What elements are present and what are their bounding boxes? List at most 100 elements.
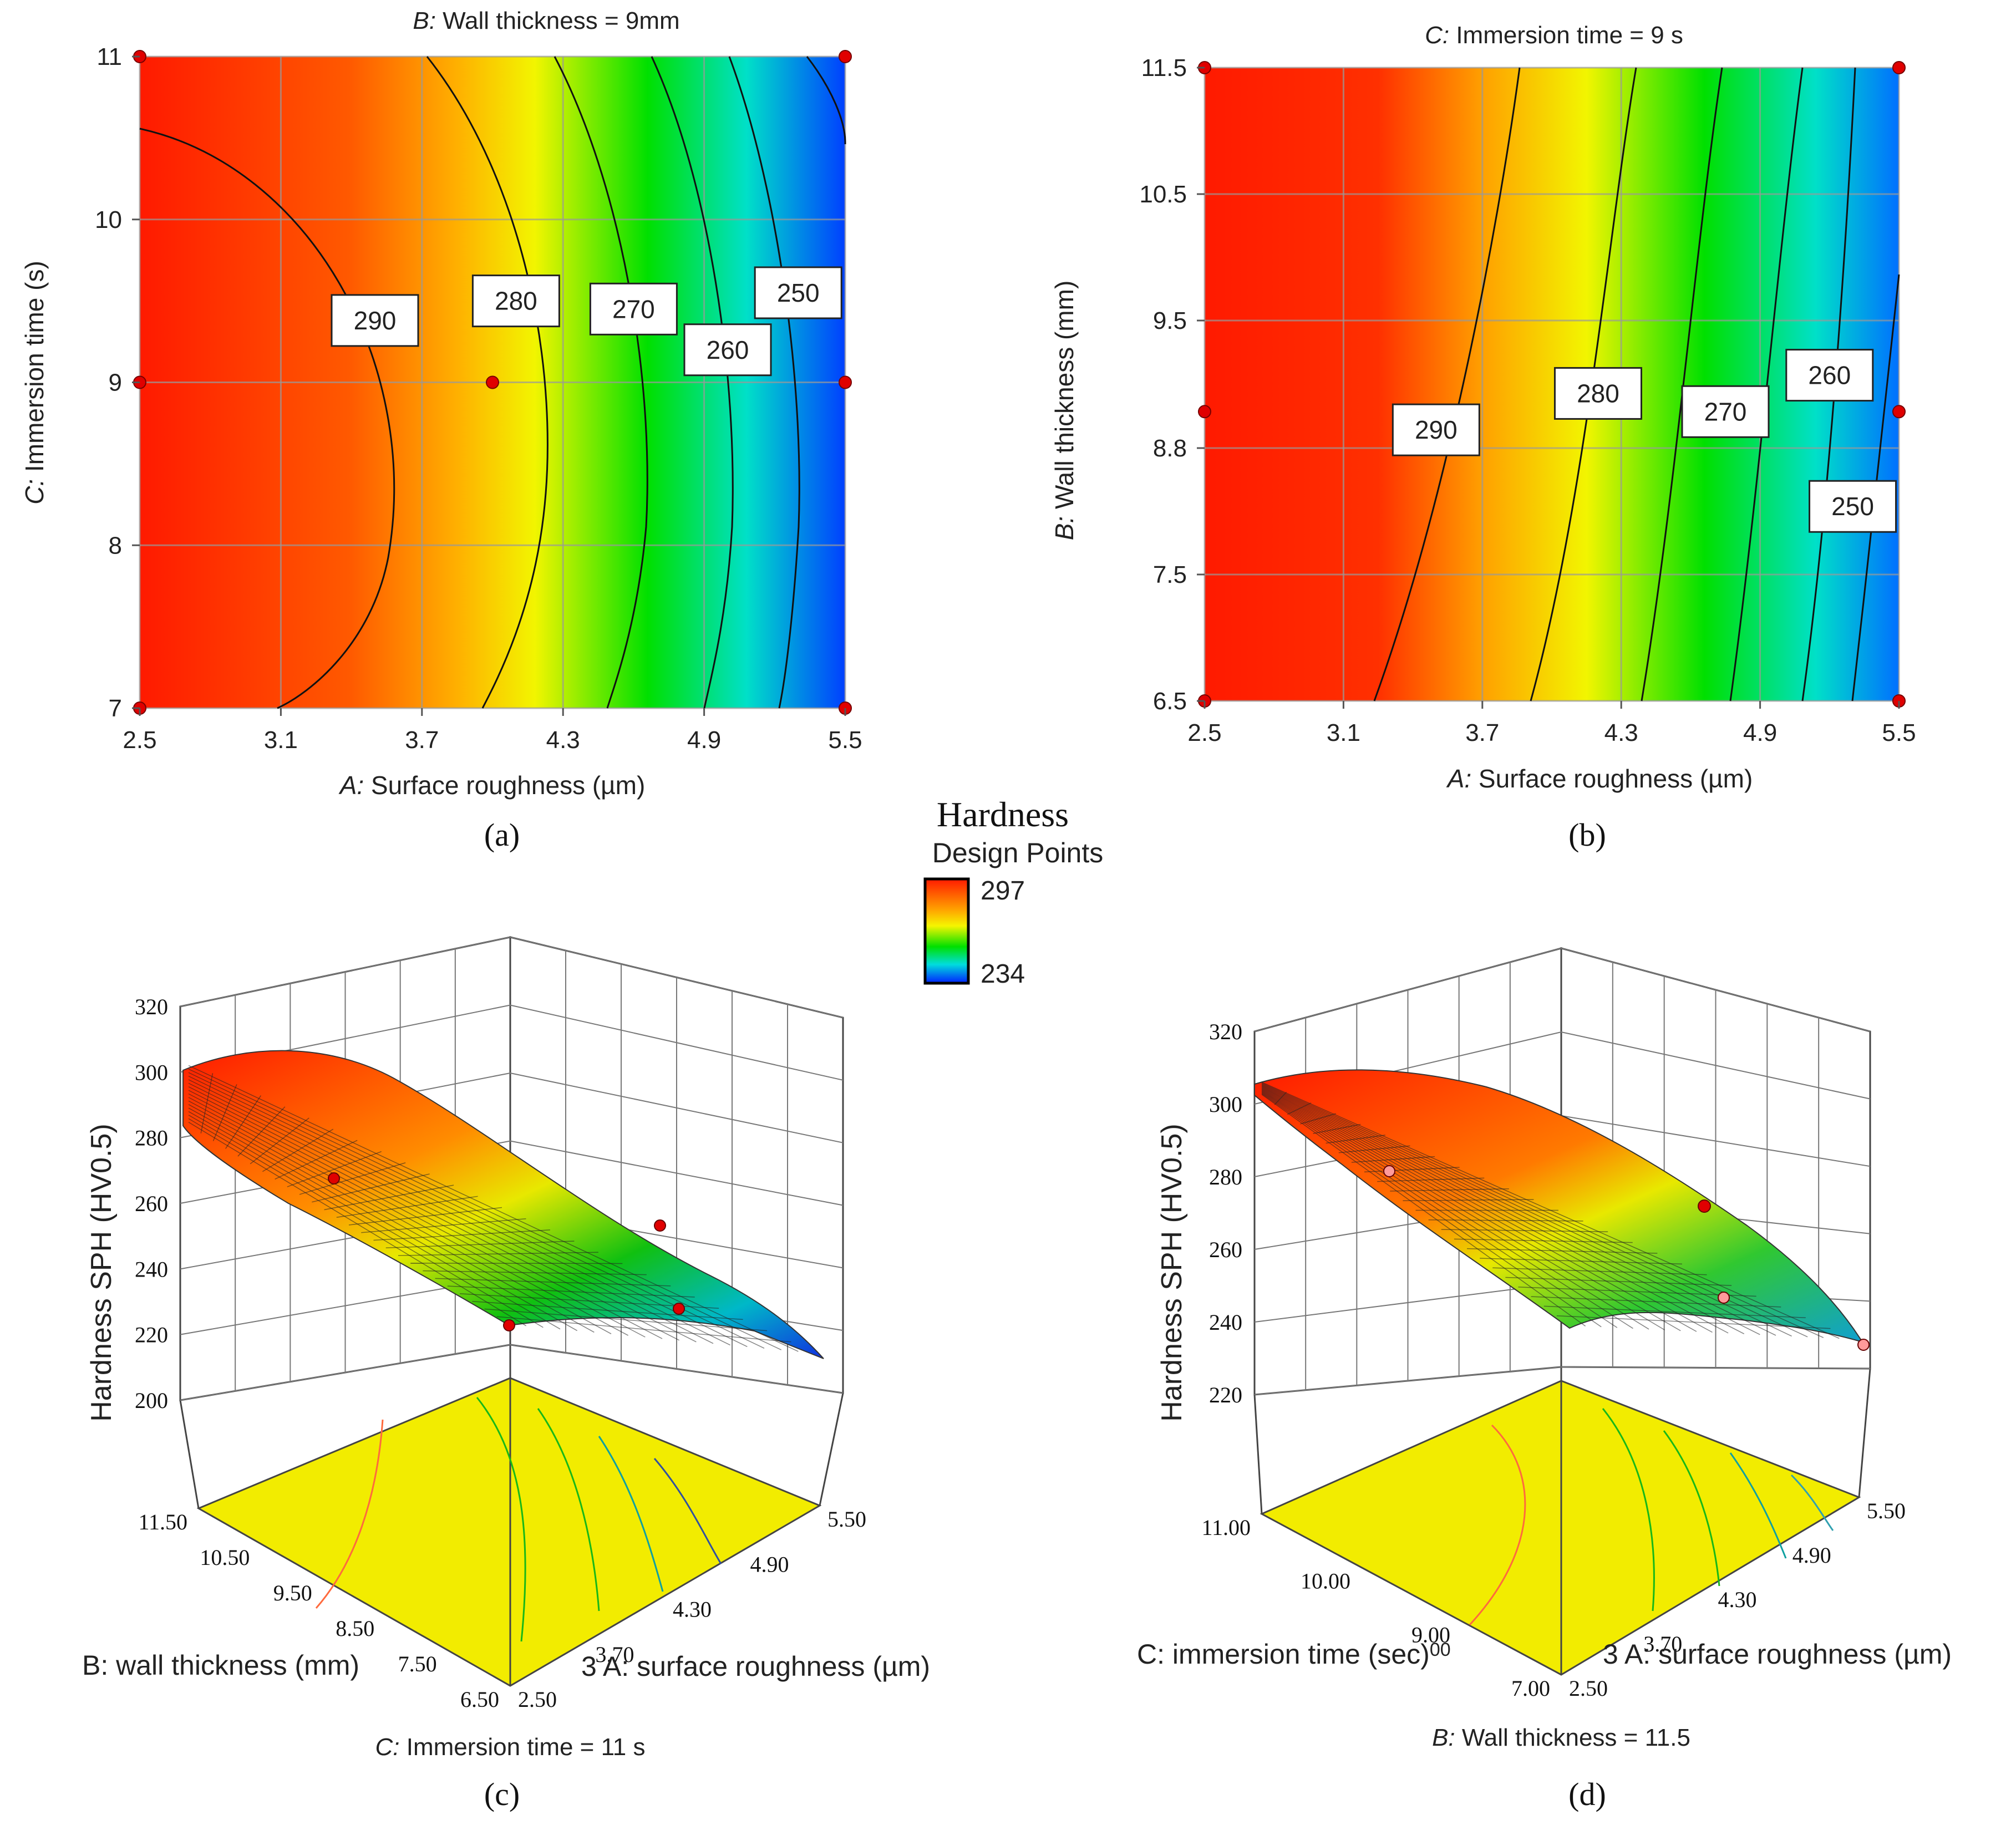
panel-b-contour-labels: 290 280 270 260 250 xyxy=(1392,349,1897,533)
design-point xyxy=(1718,1292,1730,1304)
panel-d-ylabel: C: immersion time (sec)00 xyxy=(1137,1639,1451,1670)
contour-290 xyxy=(139,128,395,709)
z-tick-label: 220 xyxy=(1209,1382,1242,1407)
z-tick-label: 260 xyxy=(135,1191,168,1216)
contour-label-box xyxy=(1785,349,1874,402)
panel-b-ticks: 2.5 3.1 3.7 4.3 4.9 5.5 6.5 7.5 8.8 9.5 10.5 11.5 xyxy=(1139,54,1916,746)
contour-label: 250 xyxy=(1831,492,1874,521)
floor-contour-5 xyxy=(1790,1474,1834,1531)
panel-c-floor-contours xyxy=(315,1397,722,1642)
contour-250 xyxy=(1851,274,1900,701)
y-tick-label: 8 xyxy=(109,532,122,559)
z-tick-label: 240 xyxy=(1209,1310,1242,1335)
z-tick-label: 320 xyxy=(135,994,168,1019)
mesh-line xyxy=(1261,1094,1586,1326)
y-tick-label: 10.5 xyxy=(1139,181,1187,208)
panel-d-surface xyxy=(1254,1069,1864,1343)
x-tick-label: 5.5 xyxy=(828,726,862,754)
design-point xyxy=(503,1319,515,1331)
x-tick-label: 4.30 xyxy=(1718,1587,1757,1612)
panel-c-xlabel: 3 A: surface roughness (µm) xyxy=(581,1651,930,1682)
contour-label-box xyxy=(1553,367,1642,420)
mesh-line xyxy=(1261,1081,1840,1339)
mesh-line xyxy=(1261,1085,1776,1336)
y-tick-label: 10 xyxy=(95,206,122,233)
x-tick-label: 4.30 xyxy=(673,1597,712,1622)
panel-b-label: (b) xyxy=(1568,817,1606,853)
y-tick-label: 11 xyxy=(97,43,122,70)
mesh-line xyxy=(188,1069,781,1350)
design-point xyxy=(486,375,499,389)
panel-b-ylabel: B: Wall thickness (mm) xyxy=(1050,281,1079,541)
y-tick-label: 11.50 xyxy=(138,1509,187,1534)
mesh-line xyxy=(188,1090,680,1341)
x-tick-label: 4.90 xyxy=(1792,1543,1831,1568)
panel-b-subtitle: C: Immersion time = 9 s xyxy=(1425,22,1683,49)
contour-280 xyxy=(426,56,549,709)
legend-subtitle: Design Points xyxy=(932,837,1104,868)
contour-label-box xyxy=(589,282,678,335)
panel-d-ticks: 220 240 260 280 300 320 2.50 3.70 4.30 4.90 5.50 7.… xyxy=(1201,1019,1906,1701)
mesh-line xyxy=(188,1118,544,1328)
x-tick-label: 2.5 xyxy=(123,726,156,754)
x-tick-label: 3.1 xyxy=(264,726,298,754)
mesh-line xyxy=(1261,1093,1602,1328)
panel-d-floor-contours xyxy=(1469,1408,1834,1626)
mesh-line xyxy=(1261,1087,1729,1334)
mesh-line xyxy=(1261,1089,1681,1331)
z-tick-label: 260 xyxy=(1209,1237,1242,1262)
contour-label: 270 xyxy=(1704,397,1747,426)
x-tick-label: 4.9 xyxy=(1743,719,1777,746)
x-tick-label: 5.50 xyxy=(1867,1498,1906,1523)
mesh-line xyxy=(188,1065,799,1352)
contour-label-box xyxy=(1809,480,1897,533)
floor-contour-5 xyxy=(653,1458,722,1564)
y-tick-label: 10.00 xyxy=(1301,1569,1350,1594)
panel-a-contours xyxy=(139,56,846,709)
contour-label-box xyxy=(1392,403,1480,456)
floor-contour-4 xyxy=(1729,1452,1787,1559)
contour-label-box xyxy=(754,266,842,319)
contour-label: 270 xyxy=(612,294,655,323)
legend-min: 234 xyxy=(981,959,1025,989)
panel-b-xlabel: A: Surface roughness (µm) xyxy=(1446,764,1753,793)
panel-c-ylabel: B: wall thickness (mm) xyxy=(82,1650,359,1681)
panel-b: C: Immersion time = 9 s 290280270260250 … xyxy=(1050,22,1916,853)
x-tick-label: 3.7 xyxy=(1465,719,1499,746)
design-point xyxy=(1857,1339,1870,1351)
panel-d-xlabel: 3 A: surface roughness (µm) xyxy=(1603,1639,1952,1670)
contour-label: 250 xyxy=(777,278,820,307)
x-tick-label: 3.70 xyxy=(596,1642,634,1667)
wall-grid-line xyxy=(1254,947,1871,1032)
mesh-line xyxy=(1261,1091,1633,1329)
contour-240 xyxy=(806,56,846,145)
mesh-line xyxy=(1261,1091,1649,1330)
x-tick-label: 4.9 xyxy=(687,726,721,754)
mesh-line xyxy=(188,1115,561,1330)
contour-270 xyxy=(1641,67,1723,701)
contour-label: 260 xyxy=(1808,361,1851,390)
design-point xyxy=(1198,405,1211,419)
design-point xyxy=(654,1219,666,1232)
y-tick-label: 11.5 xyxy=(1141,54,1187,82)
x-tick-label: 5.50 xyxy=(827,1507,866,1532)
floor-contour-3 xyxy=(1663,1430,1720,1587)
contour-label-box xyxy=(683,323,772,377)
mesh-line xyxy=(188,1075,748,1348)
y-tick-label: 8.8 xyxy=(1153,435,1187,462)
panel-d-surface-mesh xyxy=(1261,1081,1840,1339)
y-tick-label: 9.00 xyxy=(1411,1622,1450,1647)
design-point xyxy=(1698,1199,1711,1213)
contour-label-box xyxy=(1681,385,1770,438)
mesh-line xyxy=(1261,1082,1824,1338)
y-tick-label: 7 xyxy=(109,695,122,722)
contour-label-box xyxy=(471,274,560,328)
panel-c-label: (c) xyxy=(484,1776,520,1812)
panel-a-ticks: 2.5 3.1 3.7 4.3 4.9 5.5 7 8 9 10 11 xyxy=(95,43,862,754)
design-point xyxy=(673,1303,685,1315)
mesh-line xyxy=(1261,1089,1697,1332)
contour-290 xyxy=(1373,67,1521,701)
x-tick-label: 4.3 xyxy=(546,726,580,754)
